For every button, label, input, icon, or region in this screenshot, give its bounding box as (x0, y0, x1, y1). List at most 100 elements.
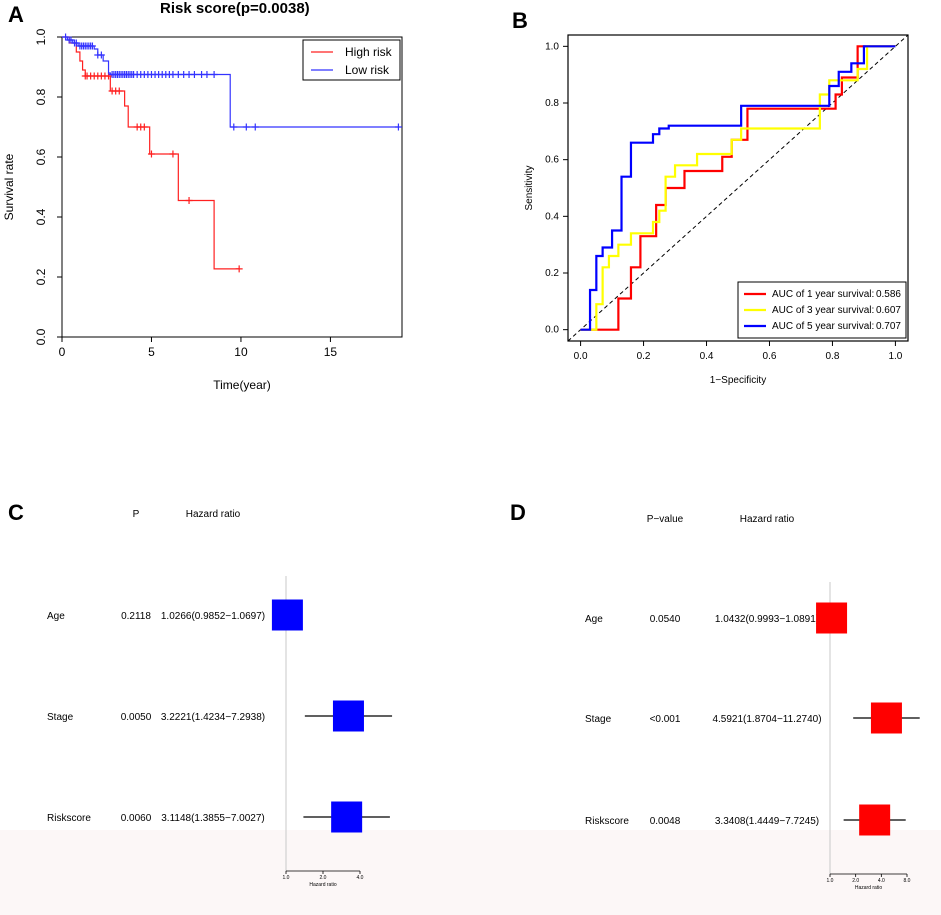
y-tick-label: 0.6 (545, 155, 559, 166)
row-label: Stage (47, 712, 74, 723)
y-tick-label: 0.2 (34, 268, 48, 285)
y-tick-label: 0.8 (545, 98, 559, 109)
row-hazard-ratio: 1.0432(0.9993−1.0891) (715, 614, 819, 625)
hr-box (859, 804, 891, 836)
row-hazard-ratio: 3.1148(1.3855−7.0027) (161, 813, 265, 824)
row-hazard-ratio: 4.5921(1.8704−11.2740) (712, 714, 821, 725)
header-p: P−value (647, 514, 684, 525)
y-tick-label: 0.6 (34, 148, 48, 165)
x-tick-label: 1.0 (283, 875, 290, 881)
row-label: Riskscore (47, 813, 91, 824)
y-tick-label: 1.0 (34, 28, 48, 45)
row-p-value: 0.0540 (650, 614, 681, 625)
forest-plot-c: P Hazard ratio Age 0.2118 1.0266(0.9852−1.06… (47, 509, 393, 888)
x-tick-label: 0.2 (637, 351, 651, 362)
censor-mark (210, 71, 218, 78)
x-axis-label: Hazard ratio (855, 885, 882, 891)
censor-mark (147, 150, 155, 158)
row-label: Riskscore (585, 816, 629, 827)
km-survival-chart: 0 5 10 15 0.0 0.2 0.4 0.6 0.8 1.0 Time(year) Surviv… (2, 28, 403, 392)
x-tick-label: 1.0 (827, 878, 834, 884)
x-tick-label: 0.8 (825, 351, 839, 362)
bottom-shade (0, 830, 941, 915)
censor-mark (62, 33, 70, 41)
km-curve-high-risk (62, 36, 240, 270)
censor-mark (190, 71, 198, 78)
censor-mark (140, 123, 148, 131)
roc-chart: 0.0 0.2 0.4 0.6 0.8 1.0 0.0 0.2 0.4 0.6 0.8 1.0 1−Sp… (524, 34, 909, 386)
y-tick-label: 0.2 (545, 268, 559, 279)
hr-box (331, 801, 363, 833)
row-hazard-ratio: 3.2221(1.4234−7.2938) (161, 712, 265, 723)
legend-label: AUC of 3 year survival: (772, 305, 874, 316)
legend-auc-value: 0.586 (876, 289, 901, 300)
x-tick-label: 5 (148, 345, 155, 359)
row-label: Stage (585, 714, 612, 725)
x-tick-label: 1.0 (888, 351, 902, 362)
panel-letter-d: D (510, 500, 526, 525)
legend-label: Low risk (345, 63, 390, 77)
plot-frame (61, 36, 403, 338)
legend-label: AUC of 5 year survival: (772, 321, 874, 332)
legend-box (302, 39, 401, 81)
y-tick-label: 0.0 (545, 325, 559, 336)
y-tick-label: 1.0 (545, 41, 559, 52)
x-tick-label: 2.0 (852, 878, 859, 884)
row-p-value: 0.0050 (121, 712, 152, 723)
x-tick-label: 4.0 (357, 875, 364, 881)
hr-box (271, 599, 303, 631)
censor-mark (72, 39, 80, 47)
legend-label: High risk (345, 45, 393, 59)
x-tick-label: 0.4 (700, 351, 714, 362)
censor-mark (169, 150, 177, 158)
x-tick-label: 10 (234, 345, 248, 359)
panel-a-title: Risk score(p=0.0038) (160, 0, 310, 17)
x-tick-label: 2.0 (320, 875, 327, 881)
y-tick-label: 0.0 (34, 328, 48, 345)
row-label: Age (585, 614, 603, 625)
row-hazard-ratio: 1.0266(0.9852−1.0697) (161, 611, 265, 622)
x-tick-label: 0.6 (763, 351, 777, 362)
header-hazard-ratio: Hazard ratio (740, 514, 795, 525)
censor-mark (115, 87, 123, 95)
plot-frame (567, 34, 909, 342)
legend-auc-value: 0.707 (876, 321, 901, 332)
censor-mark (185, 197, 193, 204)
censor-mark (394, 123, 402, 131)
censor-mark (230, 123, 238, 131)
x-tick-label: 15 (324, 345, 338, 359)
forest-plot-d: P−value Hazard ratio Age 0.0540 1.0432(0.999… (585, 514, 920, 891)
y-tick-label: 0.8 (34, 88, 48, 105)
legend-auc-value: 0.607 (876, 305, 901, 316)
censor-mark (67, 36, 75, 44)
header-hazard-ratio: Hazard ratio (186, 509, 241, 520)
censor-mark (105, 72, 113, 80)
y-tick-label: 0.4 (545, 211, 559, 222)
row-p-value: <0.001 (650, 714, 681, 725)
hr-box (332, 700, 364, 732)
x-axis-label: 1−Specificity (710, 375, 766, 386)
censor-mark (235, 265, 243, 273)
diagonal-reference-line (567, 34, 909, 342)
row-p-value: 0.2118 (121, 611, 151, 622)
censor-mark (251, 123, 259, 131)
censor-mark (203, 71, 211, 78)
y-tick-label: 0.4 (34, 208, 48, 225)
y-axis-label: Sensitivity (524, 165, 535, 210)
roc-curve-1 (580, 45, 896, 331)
row-p-value: 0.0048 (650, 816, 681, 827)
censor-mark (242, 123, 250, 131)
panel-letter-c: C (8, 500, 24, 525)
panel-letter-b: B (512, 8, 528, 33)
row-p-value: 0.0060 (121, 813, 152, 824)
censor-mark (97, 51, 105, 59)
roc-curve-3 (580, 45, 896, 331)
legend-label: AUC of 1 year survival: (772, 289, 874, 300)
censor-mark (88, 42, 96, 50)
panel-letter-a: A (8, 2, 24, 27)
x-axis-label: Time(year) (213, 378, 271, 392)
x-tick-label: 4.0 (878, 878, 885, 884)
hr-box (870, 702, 902, 734)
y-axis-label: Survival rate (2, 153, 16, 220)
row-label: Age (47, 611, 65, 622)
